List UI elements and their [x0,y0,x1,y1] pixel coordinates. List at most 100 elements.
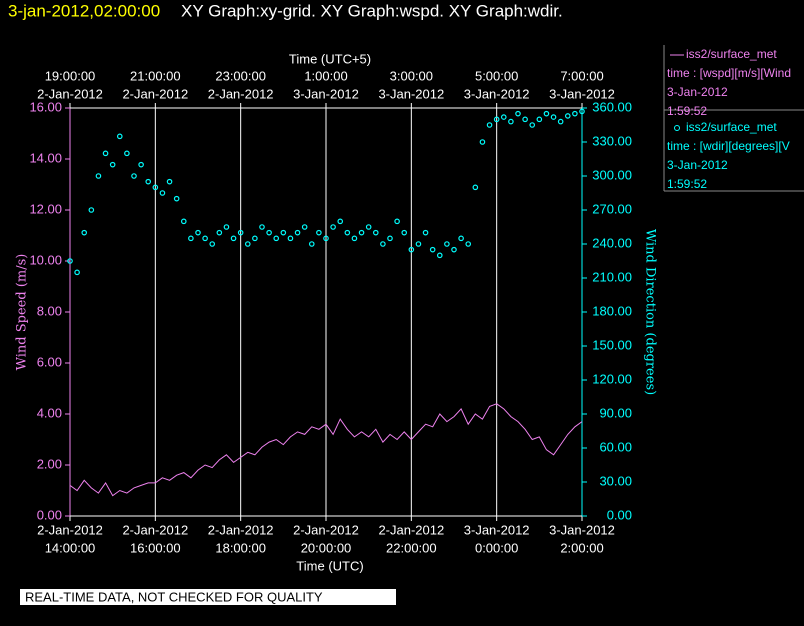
x-tick-label: 2-Jan-2012 [37,522,103,537]
data-point [202,235,208,242]
data-point [180,218,187,225]
data-point [145,178,152,185]
y-tick-label: 0.00 [37,507,62,522]
data-point [330,224,336,230]
legend-label: iss2/surface_met [686,47,777,61]
data-point [408,246,415,253]
data-point [529,122,536,128]
y2-tick-label: 30.00 [599,473,632,488]
x2-tick-label: 3-Jan-2012 [549,86,615,101]
y-tick-label: 14.00 [29,150,62,165]
data-point [522,116,528,123]
data-point [472,184,479,191]
x-axis-title: Time (UTC) [296,558,363,573]
data-point [230,235,237,242]
data-point [74,269,80,276]
x2-tick-label: 19:00:00 [45,68,96,83]
y-tick-label: 8.00 [37,303,62,318]
data-point [124,150,130,157]
timestamp: 3-jan-2012,02:00:00 [8,1,160,20]
y-tick-label: 16.00 [29,99,62,114]
data-point [337,218,344,225]
data-point [380,241,386,247]
x2-tick-label: 21:00:00 [130,68,181,83]
footer-note: REAL-TIME DATA, NOT CHECKED FOR QUALITY [25,589,323,604]
data-point [557,118,564,125]
legend-detail: time : [wspd][m/s][Wind [667,66,791,80]
data-point [138,161,144,168]
legend-label: iss2/surface_met [686,120,777,134]
x-tick-label: 3-Jan-2012 [464,522,530,537]
x-tick-label: 2-Jan-2012 [293,522,359,537]
data-point [244,241,251,247]
x2-tick-label: 2-Jan-2012 [122,86,188,101]
data-point [358,229,365,236]
x2-axis-title: Time (UTC+5) [289,51,371,66]
data-point [159,190,166,196]
legend-detail: 3-Jan-2012 [667,158,728,172]
data-point [173,195,180,202]
x-tick-label: 16:00:00 [130,540,181,555]
data-point [301,224,308,230]
y2-tick-label: 150.00 [592,337,632,352]
legend-detail: 1:59:52 [667,104,707,118]
data-point [572,110,578,117]
y-tick-label: 12.00 [29,201,62,216]
x2-tick-label: 1:00:00 [304,68,347,83]
data-point [451,246,457,253]
data-point [500,114,507,120]
y2-tick-label: 180.00 [592,303,632,318]
data-point [216,229,223,236]
y-tick-label: 6.00 [37,354,62,369]
data-point [188,235,194,242]
x2-tick-label: 23:00:00 [215,68,266,83]
x-tick-label: 2-Jan-2012 [378,522,444,537]
data-point [308,241,315,247]
data-point [237,229,244,236]
data-point [429,246,436,253]
x-tick-label: 14:00:00 [45,540,96,555]
x-tick-label: 3-Jan-2012 [549,522,615,537]
data-point [67,258,73,264]
y-axis-title: Wind Speed (m/s) [15,254,30,371]
x2-tick-label: 3:00:00 [390,68,433,83]
x2-tick-label: 3-Jan-2012 [293,86,359,101]
legend-detail: time : [wdir][degrees][V [667,139,790,153]
x2-tick-label: 2-Jan-2012 [208,86,274,101]
data-point [252,235,258,242]
y2-tick-label: 60.00 [599,439,632,454]
data-point [479,139,486,145]
data-point [266,229,272,236]
data-point [102,150,109,157]
chart-title: XY Graph:xy-grid. XY Graph:wspd. XY Grap… [181,1,563,20]
y-tick-label: 2.00 [37,456,62,471]
data-point [436,252,443,259]
legend-detail: 3-Jan-2012 [667,85,728,99]
data-point [493,116,500,123]
x2-tick-label: 3-Jan-2012 [378,86,444,101]
data-point [394,218,400,225]
x-tick-label: 0:00:00 [475,540,518,555]
y2-tick-label: 300.00 [592,167,632,182]
x-tick-label: 20:00:00 [301,540,352,555]
data-point [543,110,550,117]
footer-box [20,589,396,605]
data-point [259,224,265,230]
data-point [195,229,201,236]
data-point [401,229,408,236]
y-tick-label: 10.00 [29,252,62,267]
y2-tick-label: 360.00 [592,99,632,114]
data-point [209,241,216,247]
data-point [579,108,585,115]
data-point [465,241,472,247]
y2-axis-title: Wind Direction (degrees) [643,229,658,395]
x-tick-label: 18:00:00 [215,540,266,555]
x-tick-label: 2-Jan-2012 [208,522,274,537]
x2-tick-label: 5:00:00 [475,68,518,83]
data-point [351,235,358,242]
y2-tick-label: 210.00 [592,269,632,284]
data-point [422,229,429,236]
data-point [88,207,95,213]
